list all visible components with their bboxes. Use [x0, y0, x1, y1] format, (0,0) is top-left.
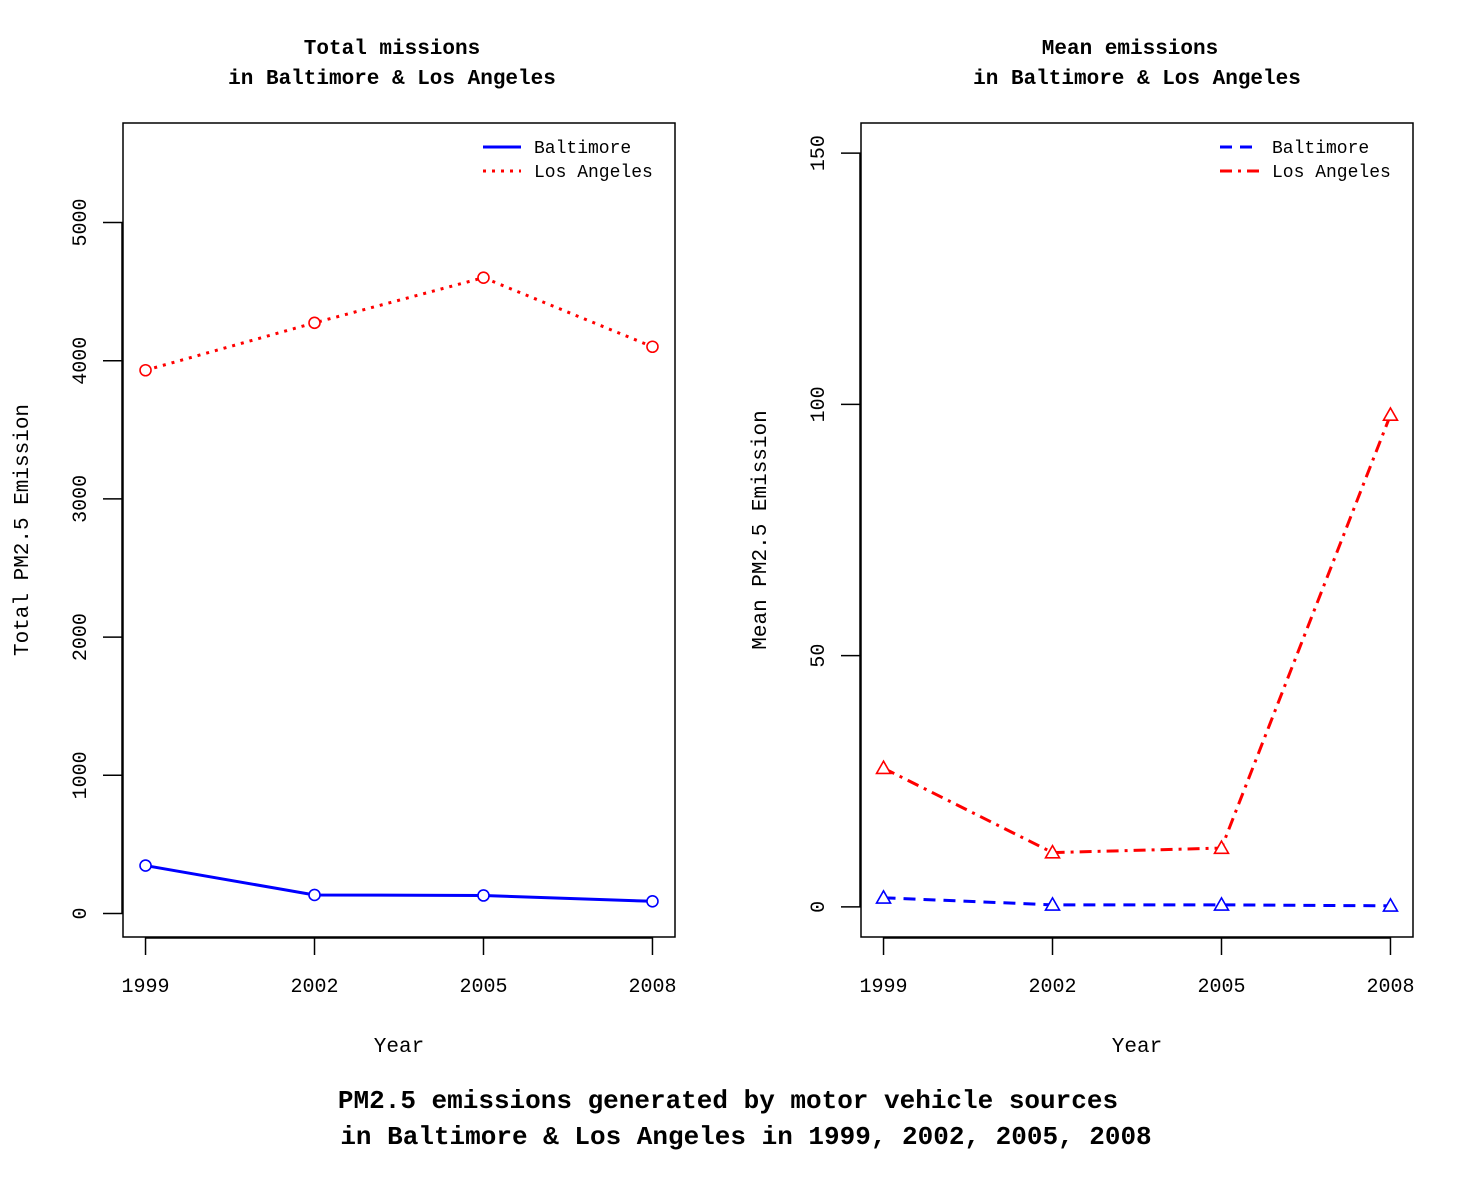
panel-title-line2: in Baltimore & Los Angeles — [228, 68, 556, 91]
data-point — [646, 895, 659, 908]
data-point — [1382, 897, 1399, 912]
series-line-los-angeles — [882, 414, 1392, 855]
legend-label: Baltimore — [1272, 139, 1369, 159]
plot-frame — [860, 122, 1414, 938]
x-tick-label: 2005 — [1197, 976, 1245, 999]
x-axis-label: Year — [374, 1036, 424, 1059]
data-point — [308, 316, 321, 330]
x-tick-label: 2008 — [628, 976, 676, 999]
data-point — [1213, 896, 1230, 911]
total-emissions-panel: Total missions in Baltimore & Los Angele… — [12, 38, 676, 1059]
x-tick-label: 1999 — [122, 976, 170, 999]
plot-frame — [122, 122, 676, 938]
legend: Baltimore Los Angeles — [483, 139, 653, 183]
series-line-baltimore — [145, 864, 653, 903]
y-tick-label: 0 — [808, 901, 831, 913]
series-line-baltimore — [883, 896, 1391, 908]
x-tick-label: 2005 — [459, 976, 507, 999]
y-tick-label: 4000 — [70, 337, 93, 385]
x-axis: 1999 2002 2005 2008 — [122, 937, 676, 999]
y-tick-label: 50 — [808, 644, 831, 668]
y-tick-label: 3000 — [70, 475, 93, 523]
y-tick-label: 100 — [808, 386, 831, 422]
legend: Baltimore Los Angeles — [1220, 139, 1391, 183]
y-axis-label: Mean PM2.5 Emission — [750, 410, 773, 649]
y-tick-label: 1000 — [70, 751, 93, 799]
x-tick-label: 2002 — [291, 976, 339, 999]
data-point — [1382, 406, 1399, 421]
x-tick-label: 2002 — [1029, 976, 1077, 999]
series-line-los-angeles — [145, 276, 654, 372]
data-point — [1044, 896, 1061, 911]
legend-label: Baltimore — [534, 139, 631, 159]
y-axis: 0 1000 2000 3000 4000 5000 — [70, 198, 123, 920]
y-axis: 0 50 100 150 — [808, 135, 861, 913]
y-tick-label: 5000 — [70, 198, 93, 246]
panel-title-line2: in Baltimore & Los Angeles — [973, 68, 1301, 91]
data-point — [875, 759, 892, 775]
figure-title-line2: in Baltimore & Los Angeles in 1999, 2002… — [340, 1122, 1151, 1152]
data-point — [1213, 839, 1230, 855]
x-axis: 1999 2002 2005 2008 — [860, 937, 1414, 999]
data-point — [139, 363, 152, 377]
data-point — [477, 889, 490, 902]
series-layer — [139, 271, 659, 908]
x-tick-label: 1999 — [860, 976, 908, 999]
data-point — [875, 889, 892, 904]
data-point — [477, 271, 490, 284]
x-axis-label: Year — [1112, 1036, 1162, 1059]
data-point — [1044, 843, 1061, 859]
legend-label: Los Angeles — [1272, 163, 1391, 183]
x-tick-label: 2008 — [1366, 976, 1414, 999]
data-point — [139, 859, 152, 872]
series-layer — [875, 406, 1399, 912]
y-axis-label: Total PM2.5 Emission — [12, 404, 35, 656]
data-point — [308, 888, 321, 902]
data-point — [646, 340, 659, 354]
y-tick-label: 2000 — [70, 613, 93, 661]
figure-title-line1: PM2.5 emissions generated by motor vehic… — [338, 1086, 1118, 1116]
y-tick-label: 150 — [808, 135, 831, 171]
panel-title-line1: Mean emissions — [1042, 38, 1218, 61]
panel-title-line1: Total missions — [304, 38, 480, 61]
y-tick-label: 0 — [70, 907, 93, 919]
legend-label: Los Angeles — [534, 163, 653, 183]
mean-emissions-panel: Mean emissions in Baltimore & Los Angele… — [750, 38, 1414, 1059]
